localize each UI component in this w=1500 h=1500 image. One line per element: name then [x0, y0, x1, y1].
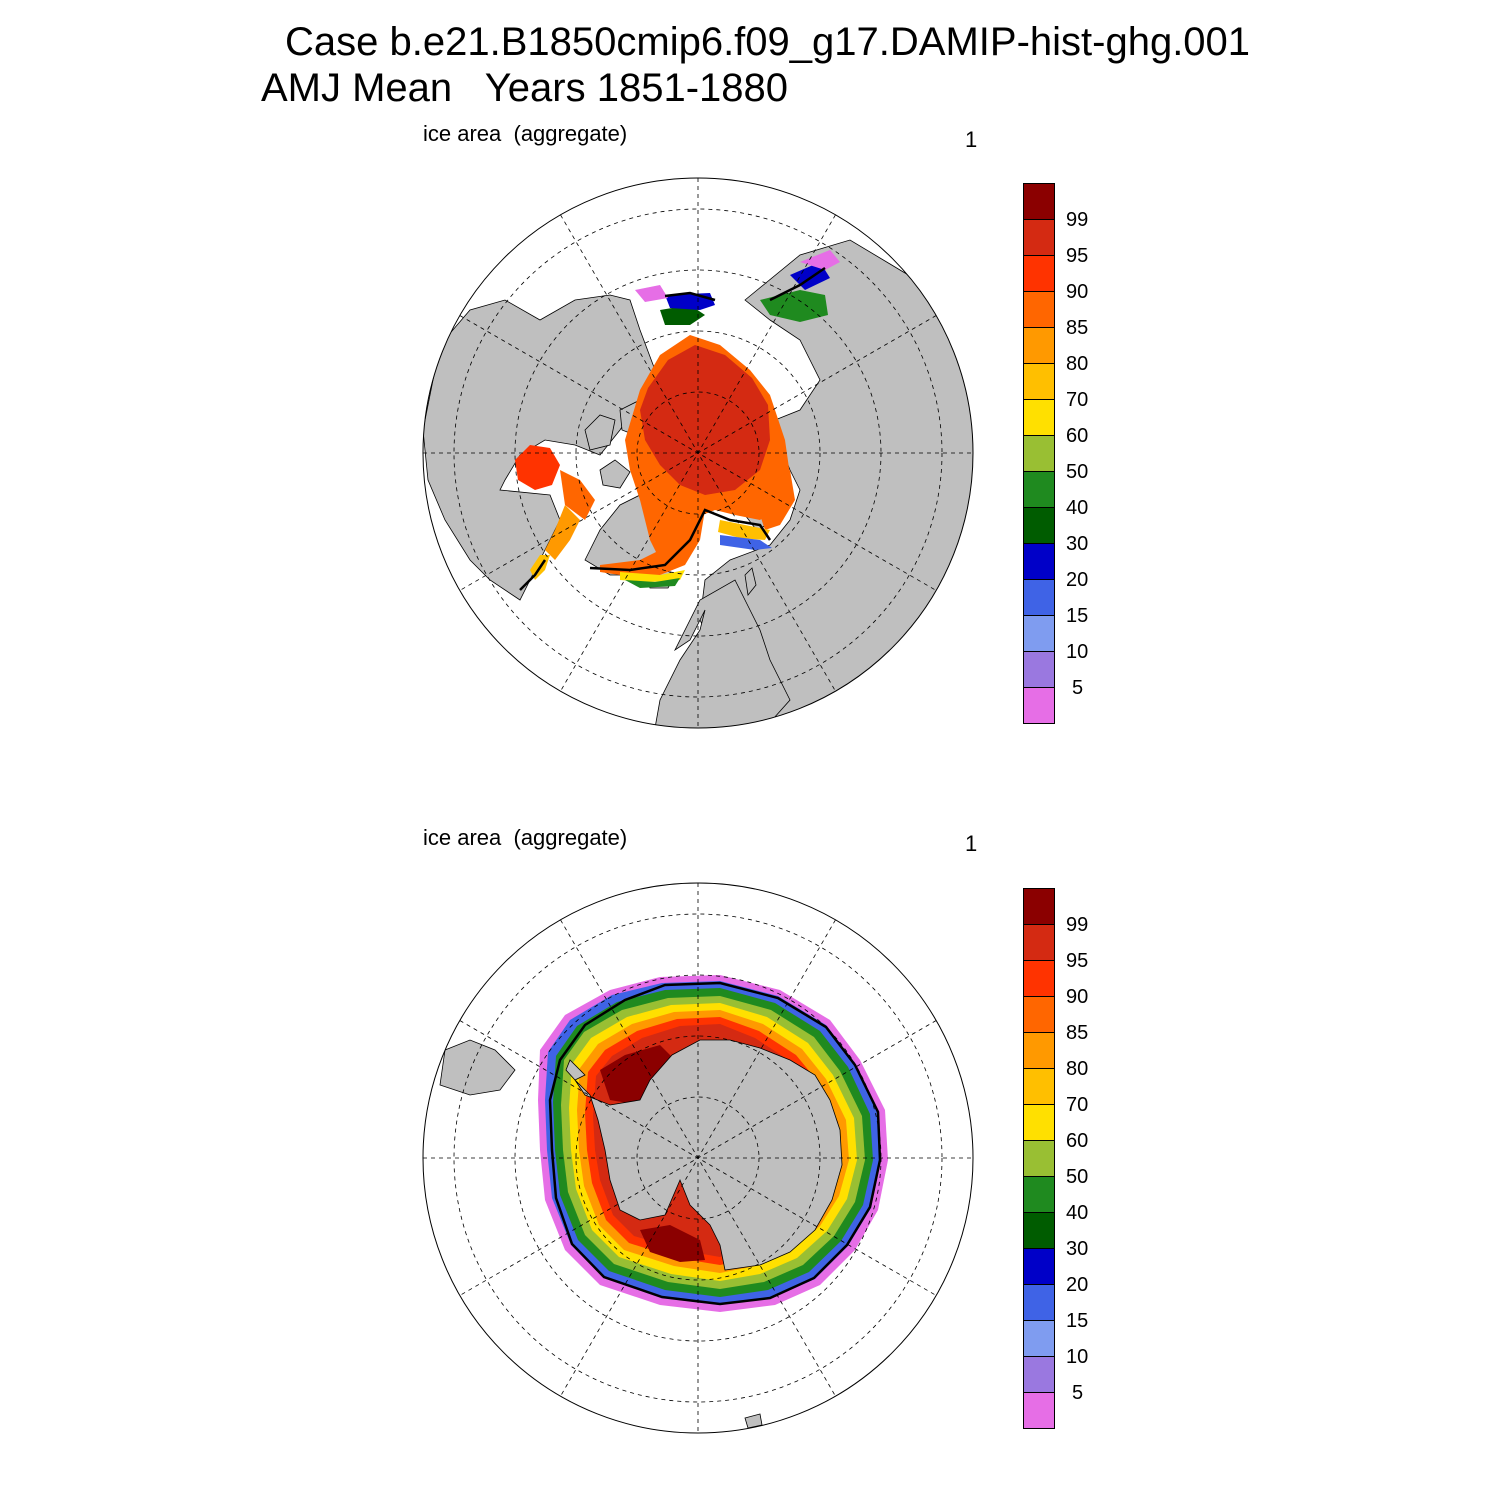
north-colorbar-label: 10: [1066, 641, 1089, 663]
south-colorbar-label: 5: [1072, 1382, 1084, 1404]
south-panel-label: ice area (aggregate): [423, 825, 628, 850]
north-colorbar-swatch: [1023, 219, 1055, 256]
south-colorbar-label: 90: [1066, 986, 1089, 1008]
south-colorbar-swatch: [1023, 1212, 1055, 1249]
south-graticule: [423, 883, 973, 1433]
south-map-border: [422, 882, 974, 1434]
north-colorbar-label: 99: [1066, 209, 1089, 231]
north-colorbar-label: 85: [1066, 317, 1089, 339]
south-polar-map: [422, 882, 974, 1434]
north-colorbar-swatch: [1023, 435, 1055, 472]
figure-title-line-2: AMJ Mean Years 1851-1880: [261, 66, 789, 110]
north-colorbar-swatch: [1023, 579, 1055, 616]
north-colorbar-swatch: [1023, 399, 1055, 436]
south-land: [439, 1039, 843, 1429]
north-colorbar-label: 95: [1066, 245, 1089, 267]
south-colorbar-swatch: [1023, 1320, 1055, 1357]
north-map-border: [422, 177, 974, 729]
north-colorbar-swatch: [1023, 687, 1055, 724]
north-colorbar-swatch: [1023, 183, 1055, 220]
south-colorbar-swatch: [1023, 960, 1055, 997]
south-colorbar-swatch: [1023, 1140, 1055, 1177]
south-colorbar-label: 30: [1066, 1238, 1089, 1260]
south-colorbar-label: 70: [1066, 1094, 1089, 1116]
north-panel-label: ice area (aggregate): [423, 121, 628, 146]
south-colorbar-label: 85: [1066, 1022, 1089, 1044]
south-colorbar-swatch: [1023, 1104, 1055, 1141]
north-colorbar-label: 50: [1066, 461, 1089, 483]
south-colorbar-swatch: [1023, 888, 1055, 925]
north-colorbar-swatch: [1023, 363, 1055, 400]
south-colorbar-swatch: [1023, 1176, 1055, 1213]
south-colorbar-swatch: [1023, 924, 1055, 961]
south-colorbar: 99 95 90 85 80 70 60 50 40 30 20 15 10 5: [1023, 888, 1088, 1429]
north-colorbar-label: 5: [1072, 677, 1084, 699]
south-colorbar-label: 99: [1066, 914, 1089, 936]
south-colorbar-swatch: [1023, 1356, 1055, 1393]
north-colorbar-swatch: [1023, 651, 1055, 688]
north-colorbar-label: 30: [1066, 533, 1089, 555]
north-colorbar-swatch: [1023, 615, 1055, 652]
north-ice-edge-contour: [519, 266, 826, 591]
south-colorbar-swatch: [1023, 996, 1055, 1033]
north-graticule: [423, 178, 973, 728]
north-colorbar-swatch: [1023, 327, 1055, 364]
north-colorbar-label: 20: [1066, 569, 1089, 591]
south-colorbar-label: 50: [1066, 1166, 1089, 1188]
north-colorbar-swatch: [1023, 255, 1055, 292]
north-colorbar-label: 60: [1066, 425, 1089, 447]
south-colorbar-label: 20: [1066, 1274, 1089, 1296]
north-colorbar-label: 70: [1066, 389, 1089, 411]
south-colorbar-label: 15: [1066, 1310, 1089, 1332]
south-colorbar-swatch: [1023, 1068, 1055, 1105]
north-colorbar-swatch: [1023, 507, 1055, 544]
north-colorbar: 99 95 90 85 80 70 60 50 40 30 20 15 10 5: [1023, 183, 1088, 724]
south-colorbar-swatch: [1023, 1284, 1055, 1321]
north-colorbar-label: 80: [1066, 353, 1089, 375]
south-panel-number: 1: [965, 831, 978, 856]
figure-title-line-1: Case b.e21.B1850cmip6.f09_g17.DAMIP-hist…: [285, 20, 1251, 64]
south-colorbar-swatch: [1023, 1248, 1055, 1285]
north-panel-number: 1: [965, 127, 978, 152]
north-colorbar-swatch: [1023, 471, 1055, 508]
north-colorbar-label: 15: [1066, 605, 1089, 627]
south-colorbar-label: 60: [1066, 1130, 1089, 1152]
north-polar-map: [422, 177, 974, 729]
south-colorbar-label: 40: [1066, 1202, 1089, 1224]
south-colorbar-label: 95: [1066, 950, 1089, 972]
south-colorbar-swatch: [1023, 1032, 1055, 1069]
south-colorbar-label: 10: [1066, 1346, 1089, 1368]
north-colorbar-swatch: [1023, 291, 1055, 328]
north-colorbar-swatch: [1023, 543, 1055, 580]
south-ice-edge-contour: [548, 981, 882, 1306]
north-colorbar-label: 90: [1066, 281, 1089, 303]
south-colorbar-swatch: [1023, 1392, 1055, 1429]
south-colorbar-label: 80: [1066, 1058, 1089, 1080]
north-land: [423, 239, 973, 728]
north-colorbar-label: 40: [1066, 497, 1089, 519]
